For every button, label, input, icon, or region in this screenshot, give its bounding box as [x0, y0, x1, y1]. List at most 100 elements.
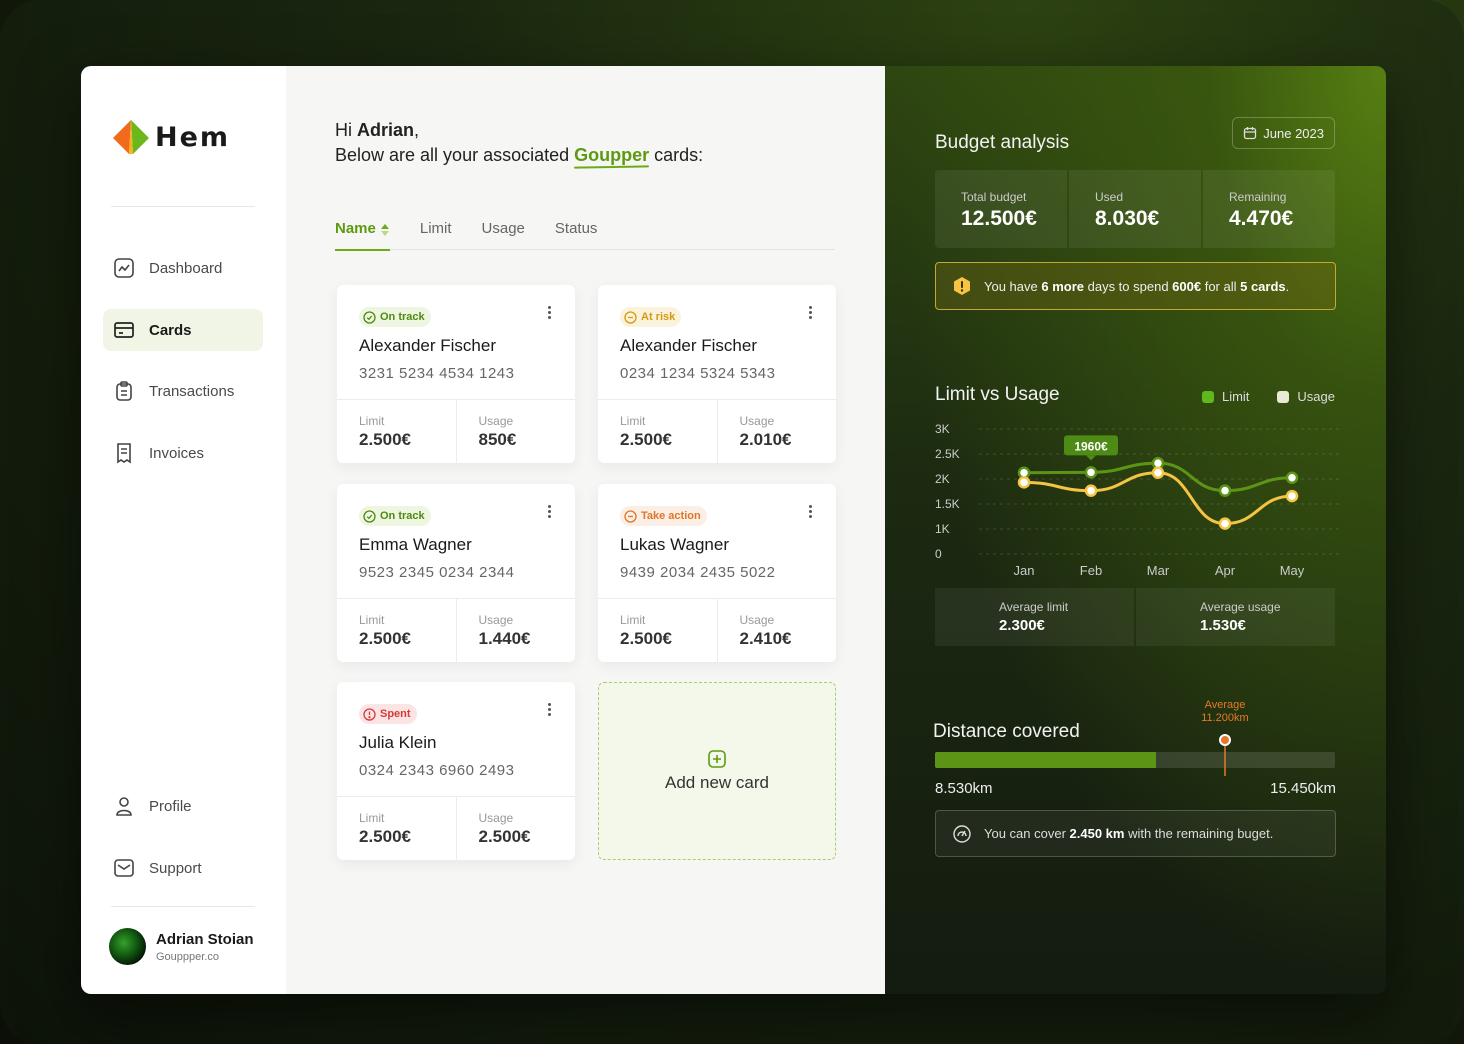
minus-circle-icon — [624, 310, 641, 324]
highlight-tooltip: 1960€ — [1064, 435, 1118, 461]
card-footer: Limit 2.500€ Usage 2.500€ — [337, 796, 575, 860]
more-options-icon[interactable] — [545, 504, 553, 520]
card-holder: Alexander Fischer — [359, 336, 497, 355]
usage-value: 2.010€ — [739, 430, 792, 449]
more-options-icon[interactable] — [806, 504, 814, 520]
data-point-usage[interactable] — [1151, 466, 1165, 479]
user-profile[interactable]: Adrian Stoian Gouppper.co — [109, 928, 254, 965]
tab-status[interactable]: Status — [555, 220, 598, 250]
mail-icon — [114, 859, 134, 877]
card-holder: Alexander Fischer — [620, 336, 758, 355]
distance-covered-value: 8.530km — [935, 780, 993, 797]
data-point-usage[interactable] — [1285, 489, 1299, 503]
date-picker-button[interactable]: June 2023 — [1232, 117, 1335, 149]
card-item[interactable]: On track Alexander Fischer 3231 5234 4534 … — [337, 285, 575, 463]
usage-label: Usage — [478, 613, 514, 627]
sidebar-item-dashboard[interactable]: Dashboard — [103, 247, 263, 289]
legend-item-limit: Limit — [1201, 389, 1249, 404]
card-number: 3231 5234 4534 1243 — [359, 365, 515, 382]
avg-marker-label: Average — [1204, 699, 1246, 711]
y-tick-label: 2K — [935, 472, 950, 486]
usage-label: Usage — [478, 414, 514, 428]
tab-limit[interactable]: Limit — [420, 220, 452, 250]
more-options-icon[interactable] — [806, 305, 814, 321]
average-distance-label: Average 11.200km — [1185, 699, 1265, 725]
greeting-line: Below are all your associated — [335, 145, 575, 165]
card-item[interactable]: On track Emma Wagner 9523 2345 0234 2344 Li… — [337, 484, 575, 662]
more-options-icon[interactable] — [545, 305, 553, 321]
highlight-label: 1960€ — [1074, 439, 1108, 453]
status-label: On track — [380, 510, 425, 522]
data-point-limit[interactable] — [1084, 466, 1098, 479]
card-usage: Usage 850€ — [455, 400, 576, 463]
card-item[interactable]: At risk Alexander Fischer 0234 1234 5324 5… — [598, 285, 836, 463]
more-options-icon[interactable] — [545, 702, 553, 718]
card-usage: Usage 2.410€ — [716, 599, 837, 662]
data-point-usage[interactable] — [1017, 476, 1031, 489]
average-pin-icon — [1218, 734, 1231, 776]
user-icon — [116, 797, 132, 816]
legend-swatch — [1201, 390, 1214, 403]
card-footer: Limit 2.500€ Usage 850€ — [337, 399, 575, 463]
warning-icon — [954, 277, 970, 295]
limit-label: Limit — [620, 414, 646, 428]
sidebar-item-label: Invoices — [149, 444, 205, 462]
legend-label: Usage — [1297, 389, 1335, 404]
tab-name[interactable]: Name — [335, 220, 390, 251]
card-item[interactable]: Spent Julia Klein 0324 2343 6960 2493 Limit… — [337, 682, 575, 860]
stat-used: Used 8.030€ — [1069, 170, 1201, 248]
stat-total-budget: Total budget 12.500€ — [935, 170, 1067, 248]
y-tick-label: 0 — [935, 547, 942, 561]
stat-label: Remaining — [1229, 190, 1287, 204]
greeting-user: Adrian — [357, 120, 415, 140]
alert-text: You have 6 more days to spend 600€ for a… — [984, 278, 1290, 294]
avg-label: Average usage — [1200, 600, 1281, 614]
brand-link[interactable]: Goupper — [574, 145, 650, 165]
status-label: Spent — [380, 708, 411, 720]
data-point-limit[interactable] — [1218, 484, 1232, 497]
budget-stats: Total budget 12.500€ Used 8.030€ Remaini… — [935, 170, 1335, 248]
x-tick-label: Jan — [1014, 563, 1035, 578]
check-circle-icon — [363, 509, 380, 523]
logo[interactable]: Hem — [111, 118, 230, 156]
user-org: Gouppper.co — [156, 950, 219, 963]
greeting-line-end: cards: — [649, 145, 704, 165]
sidebar-item-transactions[interactable]: Transactions — [103, 370, 263, 412]
limit-label: Limit — [359, 811, 385, 825]
sidebar-item-support[interactable]: Support — [103, 847, 263, 889]
sidebar-divider — [111, 906, 255, 907]
usage-value: 1.440€ — [478, 629, 531, 648]
sidebar-item-cards[interactable]: Cards — [103, 309, 263, 351]
status-badge: Spent — [359, 704, 417, 724]
tab-usage[interactable]: Usage — [482, 220, 525, 250]
data-point-usage[interactable] — [1084, 484, 1098, 497]
series-line-usage — [1023, 471, 1293, 526]
card-number: 9439 2034 2435 5022 — [620, 564, 776, 581]
add-card-button[interactable]: Add new card — [598, 682, 836, 860]
card-item[interactable]: Take action Lukas Wagner 9439 2034 2435 50… — [598, 484, 836, 662]
sidebar-item-label: Dashboard — [149, 259, 223, 277]
sidebar-item-profile[interactable]: Profile — [103, 785, 263, 827]
data-point-limit[interactable] — [1285, 471, 1299, 484]
greeting-comma: , — [414, 120, 420, 140]
distance-max-value: 15.450km — [1270, 780, 1336, 797]
status-badge: At risk — [620, 307, 682, 327]
card-icon — [114, 322, 134, 338]
usage-value: 2.410€ — [739, 629, 792, 648]
chart-legend: Limit Usage — [1174, 389, 1335, 404]
receipt-icon — [117, 443, 131, 464]
avatar — [109, 928, 146, 965]
usage-value: 2.500€ — [478, 827, 531, 846]
limit-value: 2.500€ — [620, 430, 672, 449]
stat-value: 4.470€ — [1229, 207, 1294, 230]
legend-item-usage: Usage — [1277, 389, 1335, 404]
card-footer: Limit 2.500€ Usage 2.410€ — [598, 598, 836, 662]
sidebar-item-invoices[interactable]: Invoices — [103, 432, 263, 474]
sidebar: Hem Dashboard Cards Transactions Invoice… — [81, 66, 286, 994]
clipboard-icon — [116, 381, 132, 401]
card-usage: Usage 1.440€ — [455, 599, 576, 662]
sidebar-divider — [111, 206, 255, 207]
data-point-usage[interactable] — [1218, 517, 1232, 530]
average-usage: Average usage 1.530€ — [1136, 588, 1335, 646]
